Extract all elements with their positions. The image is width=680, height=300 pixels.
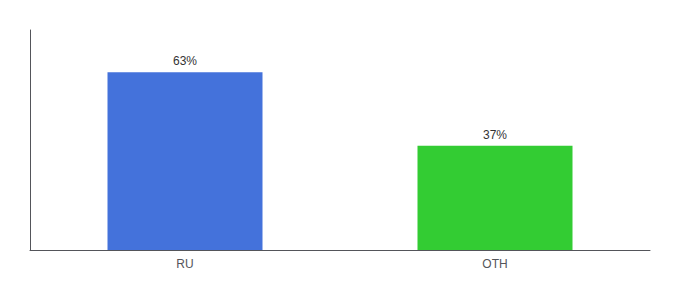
- svg-text:RU: RU: [176, 257, 193, 271]
- svg-text:37%: 37%: [483, 128, 507, 142]
- svg-text:63%: 63%: [173, 54, 197, 68]
- svg-text:OTH: OTH: [482, 257, 507, 271]
